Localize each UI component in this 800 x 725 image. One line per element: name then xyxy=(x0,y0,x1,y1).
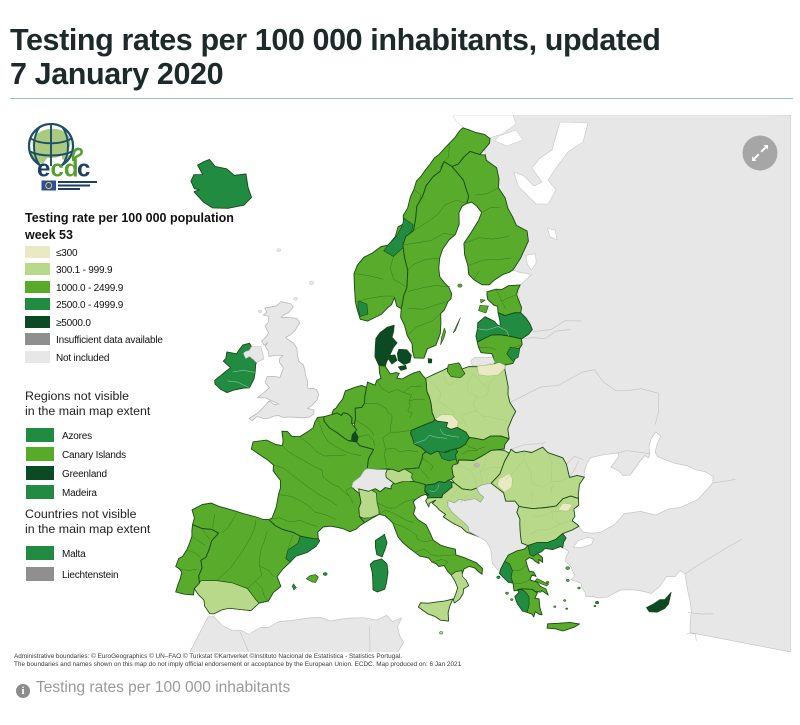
svg-text:e: e xyxy=(37,156,50,183)
svg-text:c: c xyxy=(77,156,90,183)
